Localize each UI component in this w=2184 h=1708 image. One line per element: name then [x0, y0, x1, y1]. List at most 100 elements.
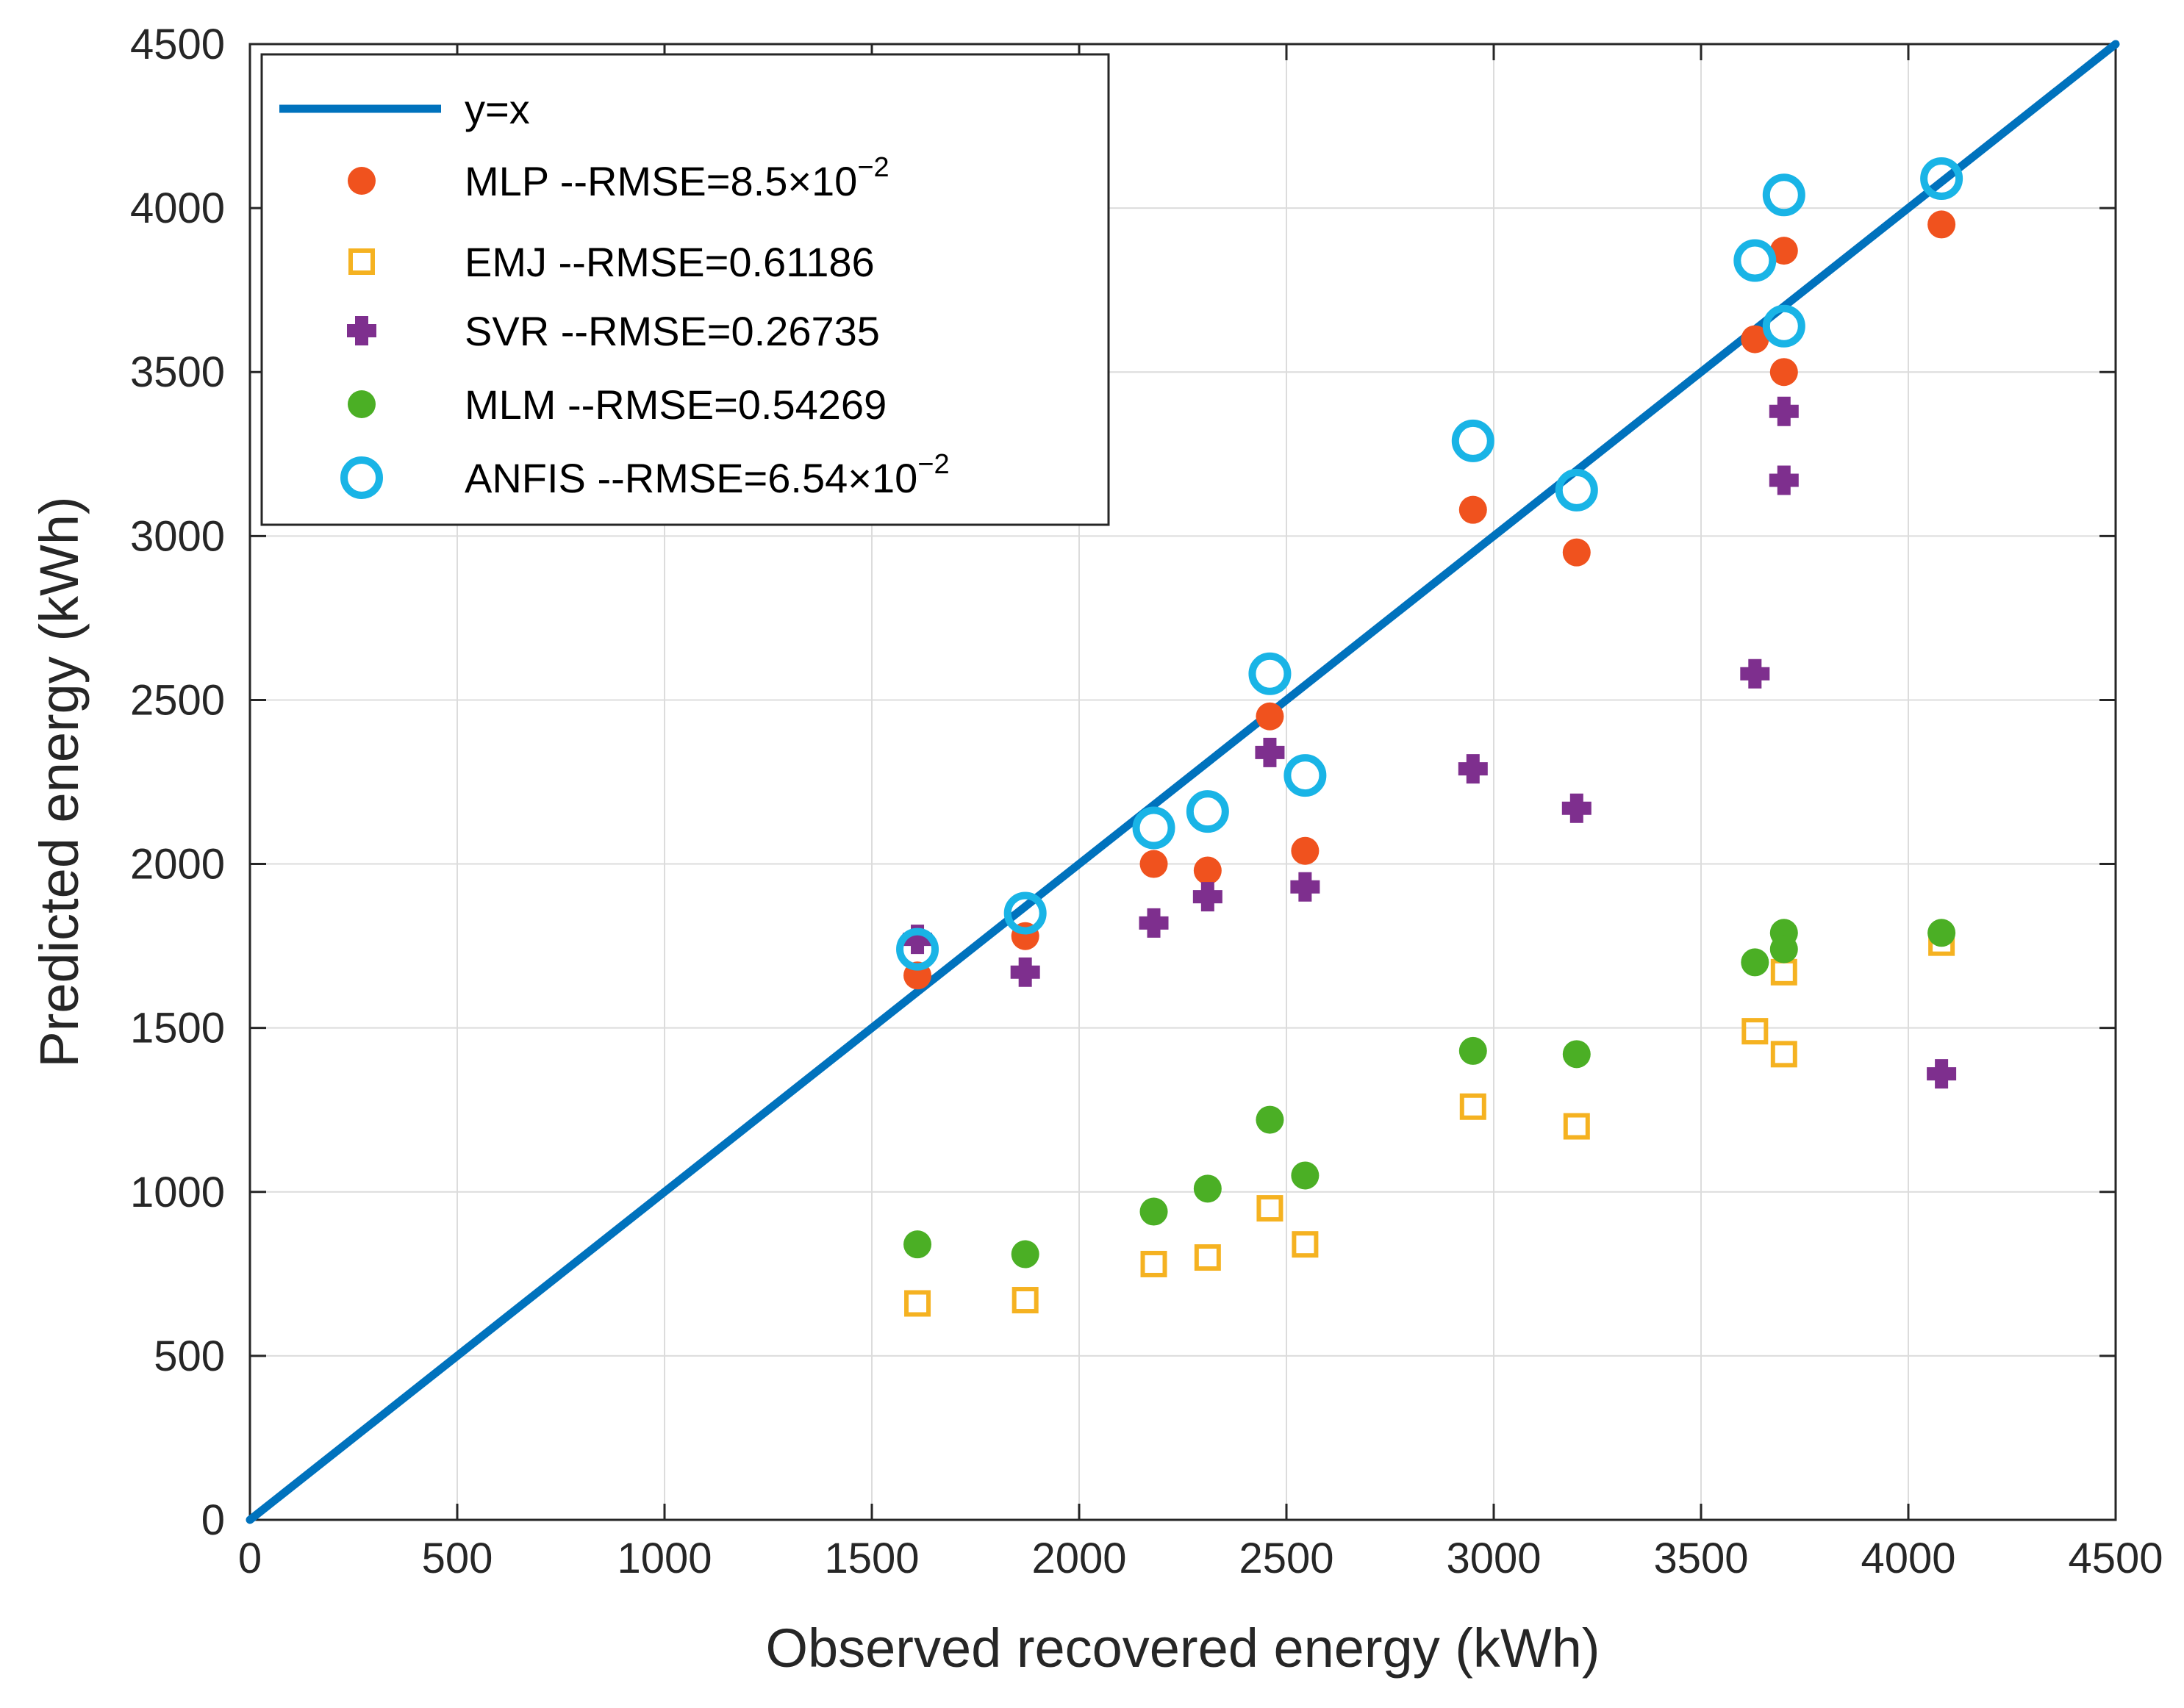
svr-point: [1290, 872, 1320, 902]
emj-point: [1770, 958, 1797, 986]
svr-point: [1458, 754, 1488, 784]
legend-swatch-mlm: [348, 390, 376, 418]
mlm-point: [1256, 1105, 1284, 1134]
reference-line-layer: [246, 40, 2120, 1524]
legend-label-text: SVR --RMSE=0.26735: [465, 308, 880, 354]
mlm-point: [1193, 1174, 1222, 1203]
svr-point: [1010, 957, 1040, 987]
mlp-point: [1927, 210, 1956, 239]
y-tick-label: 1500: [130, 1005, 225, 1052]
plot-frame: [248, 43, 2117, 1521]
mlm-point: [1291, 1161, 1320, 1190]
emj-point: [1194, 1244, 1221, 1271]
legend-label-exponent: −2: [857, 152, 889, 183]
y-tick-label: 500: [154, 1332, 225, 1380]
legend-label-svr: SVR --RMSE=0.26735: [465, 308, 880, 354]
anfis-point: [1003, 891, 1047, 935]
data-points: [896, 157, 1963, 1317]
emj-point: [904, 1290, 931, 1317]
x-tick-label: 4000: [1861, 1535, 1955, 1582]
anfis-point: [1132, 806, 1175, 850]
mlp-point: [1256, 702, 1284, 731]
y-tick-label: 3500: [130, 348, 225, 396]
anfis-point: [1248, 652, 1292, 695]
svr-point: [1740, 659, 1770, 689]
x-tick-label: 2500: [1239, 1535, 1333, 1582]
y-tick-label: 2000: [130, 841, 225, 889]
legend-swatch-emj: [348, 248, 375, 275]
x-tick-label: 0: [238, 1535, 262, 1582]
reference-line-y-equals-x: [246, 40, 2120, 1524]
legend-label-y-equals-x: y=x: [465, 86, 530, 132]
anfis-point: [1762, 173, 1805, 217]
anfis-point: [1733, 239, 1777, 282]
mlm-point: [1458, 1036, 1487, 1065]
anfis-point: [1555, 468, 1598, 512]
anfis-point: [1920, 157, 1963, 200]
x-axis-title: Observed recovered energy (kWh): [765, 1618, 1600, 1679]
mlm-point: [903, 1230, 932, 1259]
y-tick-label: 4500: [130, 21, 225, 68]
x-tick-label: 1000: [617, 1535, 712, 1582]
legend-swatch-mlp: [348, 167, 376, 195]
emj-point: [1012, 1287, 1039, 1314]
legend-label-mlm: MLM --RMSE=0.54269: [465, 381, 887, 428]
mlp-point: [1562, 538, 1591, 567]
legend-label-anfis: ANFIS --RMSE=6.54×10−2: [465, 449, 950, 501]
svr-point: [903, 925, 933, 955]
mlm-point: [1562, 1040, 1591, 1069]
emj-point: [1292, 1231, 1319, 1258]
legend-label-text: EMJ --RMSE=0.61186: [465, 239, 875, 285]
mlp-point: [1741, 325, 1769, 354]
x-tick-label: 3500: [1653, 1535, 1748, 1582]
legend-label-text: MLP --RMSE=8.5×10: [465, 158, 857, 204]
y-tick-label: 4000: [130, 184, 225, 232]
x-tick-label: 2000: [1031, 1535, 1126, 1582]
svr-point: [1561, 793, 1592, 823]
anfis-point: [1451, 419, 1494, 462]
mlp-point: [1769, 237, 1798, 265]
svr-point: [1769, 465, 1799, 495]
mlm-point: [1011, 1240, 1039, 1269]
legend-swatch-svr: [347, 316, 376, 345]
legend-label-emj: EMJ --RMSE=0.61186: [465, 239, 875, 285]
emj-point: [1770, 1041, 1797, 1068]
mlp-point: [1193, 856, 1222, 885]
legend-label-exponent: −2: [917, 449, 949, 480]
x-tick-label: 500: [422, 1535, 493, 1582]
y-tick-label: 1000: [130, 1169, 225, 1216]
emj-point: [1256, 1195, 1283, 1222]
emj-point: [1741, 1018, 1769, 1045]
svr-point: [1927, 1059, 1957, 1089]
mlm-point: [1927, 919, 1956, 947]
axis-ticks: 0 500 1000 1500 2000 2500 3000 3500 4000 4500 0 500…: [130, 21, 2163, 1582]
legend-label-text: MLM --RMSE=0.54269: [465, 381, 887, 428]
y-tick-label: 0: [201, 1496, 225, 1544]
anfis-point: [1762, 304, 1805, 348]
emj-point: [1140, 1250, 1167, 1277]
x-tick-label: 3000: [1446, 1535, 1541, 1582]
legend-box: [260, 53, 1110, 526]
svr-point: [1139, 908, 1169, 938]
emj-point: [1459, 1093, 1486, 1120]
svr-point: [1769, 396, 1799, 426]
mlp-point: [1139, 850, 1168, 878]
x-tick-label: 1500: [824, 1535, 919, 1582]
legend-label-text: ANFIS --RMSE=6.54×10: [465, 455, 917, 501]
legend-swatch-anfis: [340, 456, 383, 499]
mlp-point: [1291, 836, 1320, 865]
mlm-point: [1139, 1197, 1168, 1226]
y-tick-label: 2500: [130, 676, 225, 724]
mlm-point: [1741, 948, 1769, 977]
anfis-point: [896, 927, 939, 971]
x-tick-label: 4500: [2068, 1535, 2163, 1582]
emj-point: [1563, 1113, 1590, 1140]
y-axis-title: Predicted energy (kWh): [29, 496, 90, 1067]
legend-label-mlp: MLP --RMSE=8.5×10−2: [465, 152, 889, 204]
y-tick-label: 3000: [130, 512, 225, 560]
svr-point: [1255, 737, 1285, 767]
mlp-point: [1458, 495, 1487, 524]
anfis-point: [1186, 790, 1229, 833]
